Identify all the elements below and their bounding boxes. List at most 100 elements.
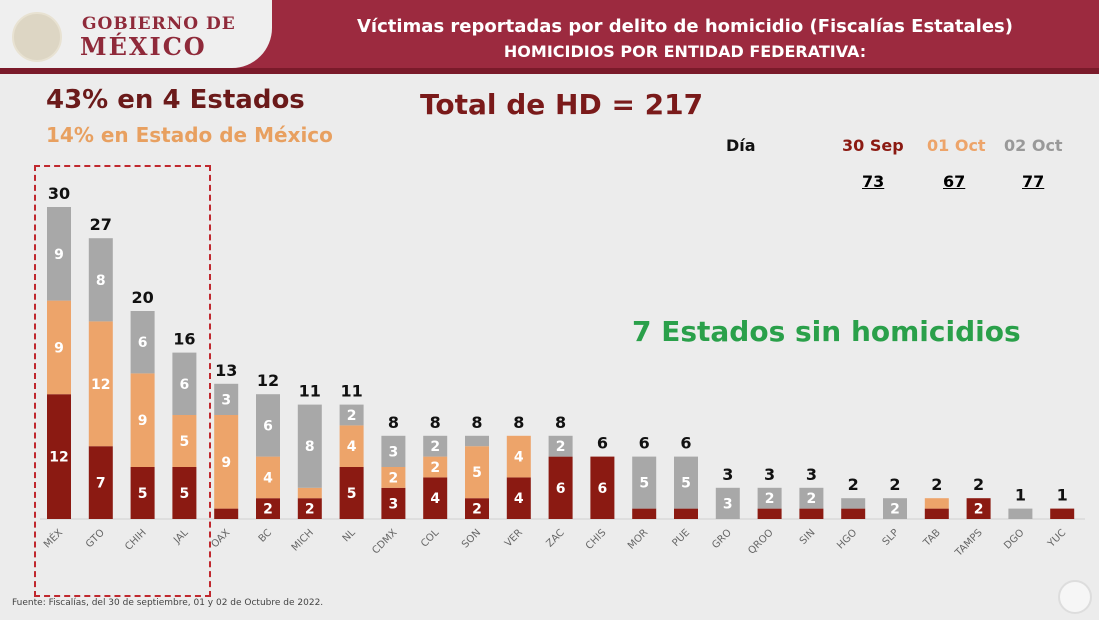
bar-segment-SON-1 [465, 446, 489, 499]
bar-segment-DGO-2 [1008, 508, 1033, 519]
bar-segment-CHIH-1 [130, 373, 155, 467]
bar-segment-NL-0 [339, 467, 364, 519]
logo: GOBIERNO DE MÉXICO [0, 0, 272, 68]
x-tick-label: SIN [798, 527, 818, 547]
x-tick-label: VER [503, 527, 525, 549]
segment-label: 9 [221, 455, 231, 471]
x-tick-label: QROO [746, 527, 775, 556]
bar-segment-SLP-2 [883, 498, 907, 519]
segment-label: 3 [221, 392, 231, 408]
total-label-BC: 12 [257, 371, 279, 390]
bar-segment-BC-1 [256, 456, 280, 499]
seal-icon [1058, 580, 1092, 614]
bar-segment-TAMPS-0 [966, 498, 991, 519]
x-tick-label: MÉX [41, 526, 66, 551]
x-tick-label: JAL [171, 527, 191, 547]
segment-label: 4 [514, 450, 524, 466]
bar-segment-MICH-1 [297, 487, 322, 499]
bar-segment-QROO-2 [757, 487, 782, 509]
segment-label: 2 [430, 460, 440, 476]
segment-label: 2 [974, 502, 984, 518]
bar-segment-SIN-2 [799, 487, 824, 509]
legend-day-label: Día [726, 136, 756, 155]
x-tick-label: SON [460, 527, 483, 550]
total-label-SIN: 3 [806, 465, 817, 484]
segment-label: 6 [263, 418, 273, 434]
total-label-OAX: 13 [215, 361, 237, 380]
bar-segment-TAB-1 [924, 498, 949, 509]
x-tick-label: BC [257, 527, 274, 544]
bar-segment-HGO-2 [841, 498, 866, 509]
source-note: Fuente: Fiscalías, del 30 de septiembre,… [12, 598, 324, 608]
bar-segment-NL-1 [339, 425, 364, 467]
legend-day-3: 02 Oct [1004, 136, 1063, 155]
bar-segment-MÉX-2 [47, 207, 71, 301]
bar-segment-JAL-2 [172, 352, 197, 415]
total-label-SLP: 2 [889, 475, 900, 494]
top4-highlight-box [34, 165, 211, 597]
total-hd: Total de HD = 217 [420, 88, 704, 121]
bar-segment-JAL-0 [172, 467, 197, 519]
bar-segment-COL-1 [423, 456, 448, 478]
segment-label: 2 [890, 502, 900, 518]
states-without-homicides: 7 Estados sin homicidios [632, 315, 1021, 348]
segment-label: 2 [305, 502, 315, 518]
segment-label: 5 [681, 476, 691, 492]
segment-label: 2 [263, 502, 273, 518]
segment-label: 7 [96, 476, 106, 492]
total-label-GRO: 3 [722, 465, 733, 484]
segment-label: 6 [598, 481, 608, 497]
total-label-CHIH: 20 [131, 288, 153, 307]
bar-segment-GTO-2 [88, 238, 113, 322]
logo-line1: GOBIERNO DE [82, 14, 236, 34]
bar-segment-SIN-0 [799, 508, 824, 519]
legend-total-1: 73 [862, 172, 885, 191]
x-tick-label: TAB [921, 527, 943, 549]
bar-segment-JAL-1 [172, 415, 197, 467]
bar-segment-MOR-2 [632, 456, 657, 509]
x-tick-label: OAX [209, 527, 232, 550]
bar-segment-OAX-2 [214, 383, 239, 415]
segment-label: 5 [472, 465, 482, 481]
bar-segment-CHIS-0 [590, 456, 615, 519]
segment-label: 4 [263, 470, 273, 486]
bar-segment-COL-0 [423, 477, 448, 519]
bar-segment-VER-0 [506, 477, 531, 519]
x-tick-label: GRO [710, 527, 734, 551]
total-label-DGO: 1 [1015, 486, 1026, 505]
total-label-TAB: 2 [931, 475, 942, 494]
segment-label: 2 [472, 502, 482, 518]
segment-label: 2 [765, 491, 775, 507]
page-subtitle: HOMICIDIOS POR ENTIDAD FEDERATIVA: [503, 42, 867, 61]
segment-label: 9 [54, 340, 64, 356]
total-label-COL: 8 [430, 413, 441, 432]
bar-segment-OAX-1 [214, 415, 239, 509]
x-tick-label: CHIH [123, 527, 148, 552]
x-tick-label: CHIS [584, 527, 609, 552]
segment-label: 6 [138, 335, 148, 351]
x-tick-label: NL [341, 527, 358, 544]
segment-label: 2 [430, 439, 440, 455]
bar-segment-MOR-0 [632, 508, 657, 519]
total-label-VER: 8 [513, 413, 524, 432]
bar-segment-GTO-1 [88, 321, 113, 447]
total-label-TAMPS: 2 [973, 475, 984, 494]
legend-day-1: 30 Sep [842, 136, 904, 155]
total-label-GTO: 27 [90, 215, 112, 234]
bar-segment-TAB-0 [924, 508, 949, 519]
segment-label: 5 [138, 486, 148, 502]
bar-segment-MÉX-1 [47, 300, 71, 395]
bar-segment-MICH-0 [297, 498, 322, 519]
bar-segment-OAX-0 [214, 508, 239, 519]
bar-segment-MÉX-0 [47, 394, 71, 519]
emblem-icon [12, 12, 62, 62]
x-tick-label: HGO [835, 527, 859, 551]
total-label-CDMX: 8 [388, 413, 399, 432]
segment-label: 5 [347, 486, 357, 502]
segment-label: 9 [138, 413, 148, 429]
total-label-HGO: 2 [848, 475, 859, 494]
bar-segment-CDMX-2 [381, 435, 406, 467]
bar-segment-MICH-2 [297, 404, 322, 488]
bar-segment-COL-2 [423, 435, 448, 457]
